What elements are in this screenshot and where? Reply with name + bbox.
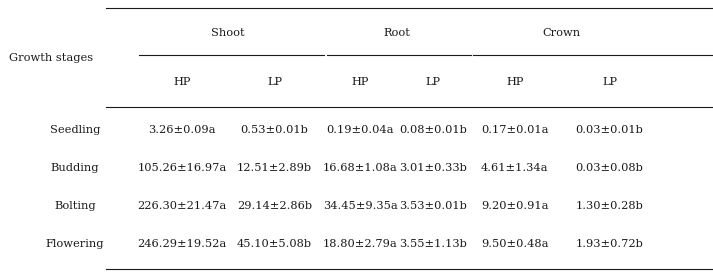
Text: Seedling: Seedling <box>50 125 100 135</box>
Text: Crown: Crown <box>543 28 581 38</box>
Text: 0.03±0.08b: 0.03±0.08b <box>575 163 644 173</box>
Text: 0.17±0.01a: 0.17±0.01a <box>481 125 548 135</box>
Text: 9.50±0.48a: 9.50±0.48a <box>481 239 548 249</box>
Text: Bolting: Bolting <box>54 201 96 211</box>
Text: HP: HP <box>173 77 190 87</box>
Text: 105.26±16.97a: 105.26±16.97a <box>137 163 227 173</box>
Text: 1.30±0.28b: 1.30±0.28b <box>575 201 644 211</box>
Text: 3.26±0.09a: 3.26±0.09a <box>148 125 215 135</box>
Text: LP: LP <box>425 77 441 87</box>
Text: 226.30±21.47a: 226.30±21.47a <box>137 201 227 211</box>
Text: 18.80±2.79a: 18.80±2.79a <box>323 239 397 249</box>
Text: 29.14±2.86b: 29.14±2.86b <box>237 201 312 211</box>
Text: 0.03±0.01b: 0.03±0.01b <box>575 125 644 135</box>
Text: LP: LP <box>267 77 282 87</box>
Text: 246.29±19.52a: 246.29±19.52a <box>137 239 227 249</box>
Text: 4.61±1.34a: 4.61±1.34a <box>481 163 548 173</box>
Text: HP: HP <box>352 77 369 87</box>
Text: Root: Root <box>383 28 410 38</box>
Text: 45.10±5.08b: 45.10±5.08b <box>237 239 312 249</box>
Text: 16.68±1.08a: 16.68±1.08a <box>323 163 397 173</box>
Text: 3.55±1.13b: 3.55±1.13b <box>399 239 467 249</box>
Text: Budding: Budding <box>51 163 99 173</box>
Text: 0.19±0.04a: 0.19±0.04a <box>327 125 394 135</box>
Text: 12.51±2.89b: 12.51±2.89b <box>237 163 312 173</box>
Text: Growth stages: Growth stages <box>9 53 93 62</box>
Text: HP: HP <box>506 77 523 87</box>
Text: 1.93±0.72b: 1.93±0.72b <box>575 239 644 249</box>
Text: 0.08±0.01b: 0.08±0.01b <box>399 125 467 135</box>
Text: Flowering: Flowering <box>46 239 104 249</box>
Text: LP: LP <box>602 77 617 87</box>
Text: 0.53±0.01b: 0.53±0.01b <box>240 125 309 135</box>
Text: Shoot: Shoot <box>211 28 245 38</box>
Text: 3.53±0.01b: 3.53±0.01b <box>399 201 467 211</box>
Text: 34.45±9.35a: 34.45±9.35a <box>323 201 397 211</box>
Text: 9.20±0.91a: 9.20±0.91a <box>481 201 548 211</box>
Text: 3.01±0.33b: 3.01±0.33b <box>399 163 467 173</box>
